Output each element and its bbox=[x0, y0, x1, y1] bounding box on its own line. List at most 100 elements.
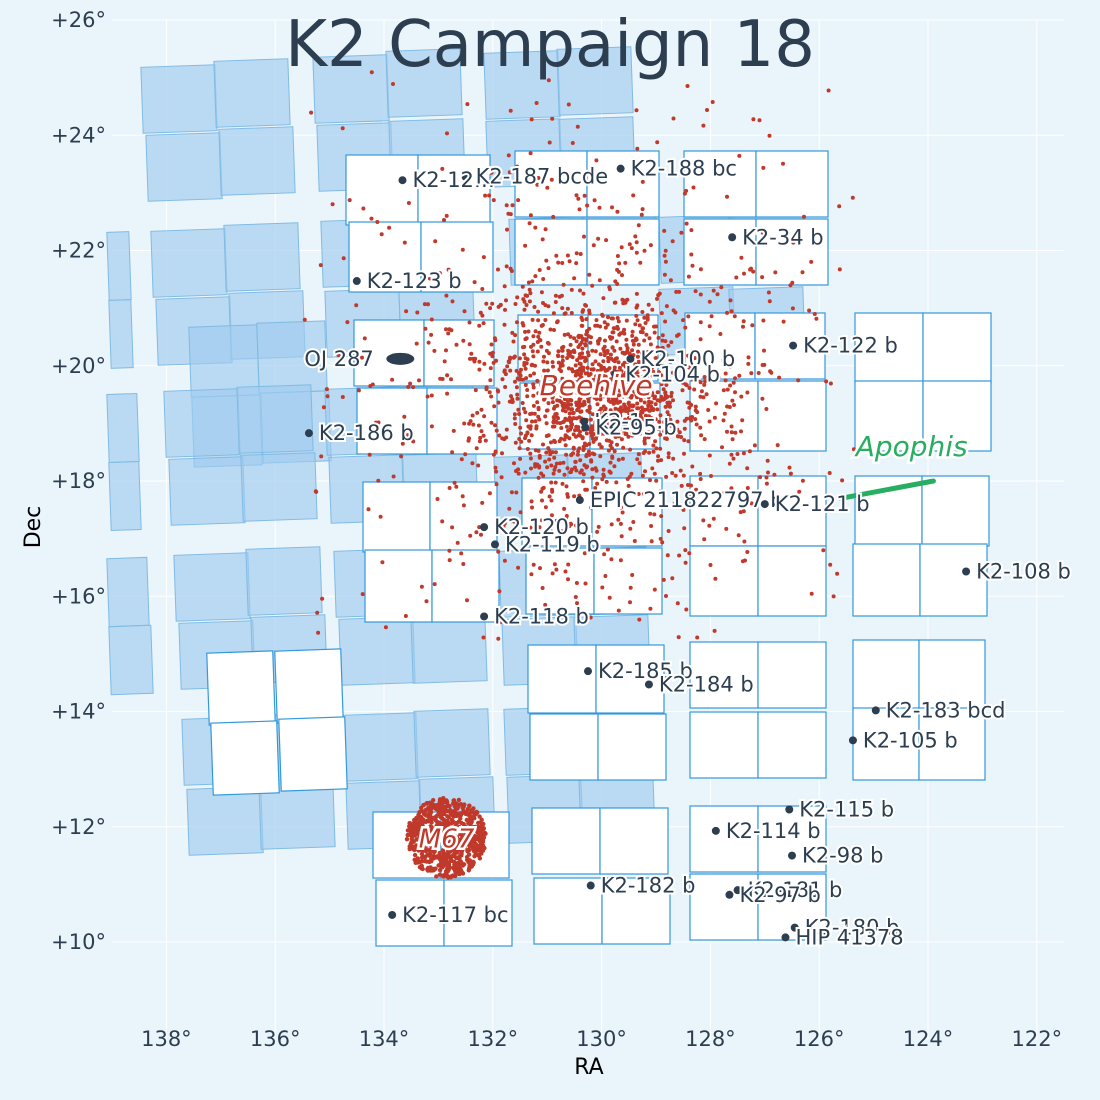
beehive-star bbox=[590, 283, 595, 288]
beehive-star bbox=[512, 519, 517, 524]
m67-star bbox=[465, 807, 470, 812]
beehive-star bbox=[597, 205, 602, 210]
ccd-channel bbox=[429, 481, 498, 553]
beehive-star bbox=[597, 370, 602, 375]
m67-star bbox=[467, 830, 472, 835]
beehive-star bbox=[580, 403, 585, 408]
planet-marker bbox=[790, 923, 799, 932]
beehive-star bbox=[624, 343, 629, 348]
beehive-star bbox=[698, 320, 703, 325]
beehive-star bbox=[636, 223, 641, 228]
m67-star bbox=[456, 797, 462, 803]
beehive-star bbox=[445, 131, 449, 136]
beehive-star bbox=[610, 446, 614, 451]
beehive-star bbox=[671, 398, 675, 403]
beehive-star bbox=[704, 392, 709, 397]
m67-star bbox=[412, 852, 418, 858]
m67-star bbox=[440, 855, 445, 860]
beehive-star bbox=[513, 302, 518, 306]
beehive-star bbox=[655, 140, 660, 145]
beehive-star bbox=[555, 319, 560, 324]
beehive-star bbox=[569, 402, 573, 407]
beehive-star bbox=[595, 402, 600, 407]
beehive-star bbox=[511, 339, 516, 344]
beehive-star bbox=[524, 336, 529, 341]
ccd-channel bbox=[514, 150, 588, 218]
beehive-star bbox=[480, 287, 485, 291]
beehive-star bbox=[598, 454, 603, 459]
beehive-star bbox=[581, 382, 586, 387]
beehive-star bbox=[684, 221, 689, 226]
beehive-star bbox=[574, 468, 579, 473]
beehive-star bbox=[511, 355, 516, 360]
m67-star bbox=[408, 830, 413, 835]
beehive-star bbox=[702, 375, 707, 379]
ccd-channel bbox=[757, 641, 827, 709]
ghost-field bbox=[188, 324, 260, 398]
beehive-star bbox=[560, 348, 565, 353]
beehive-star bbox=[619, 245, 624, 250]
beehive-star bbox=[620, 273, 624, 278]
beehive-star bbox=[459, 457, 464, 462]
beehive-star bbox=[405, 433, 410, 438]
beehive-star bbox=[673, 473, 678, 478]
beehive-star bbox=[454, 484, 459, 489]
beehive-star bbox=[461, 503, 466, 508]
beehive-star bbox=[625, 378, 630, 383]
beehive-star bbox=[546, 304, 551, 309]
beehive-star bbox=[399, 454, 404, 459]
beehive-star bbox=[576, 379, 581, 384]
beehive-star bbox=[380, 560, 385, 565]
beehive-star bbox=[527, 287, 532, 292]
x-tick-label: 124° bbox=[903, 1027, 954, 1051]
beehive-star bbox=[460, 247, 465, 252]
beehive-star bbox=[569, 470, 573, 474]
beehive-star bbox=[490, 301, 495, 306]
planet-label: K2-1… bbox=[594, 410, 663, 434]
m67-star bbox=[421, 842, 426, 847]
beehive-star bbox=[672, 426, 676, 431]
ccd-channel bbox=[599, 807, 669, 875]
apophis-path bbox=[838, 478, 936, 501]
beehive-star bbox=[732, 314, 737, 319]
beehive-star bbox=[601, 404, 606, 409]
beehive-star bbox=[550, 489, 555, 494]
beehive-star bbox=[575, 124, 580, 129]
m67-star bbox=[419, 848, 425, 853]
m67-star bbox=[454, 829, 459, 834]
beehive-star bbox=[614, 356, 619, 361]
beehive-star bbox=[652, 471, 657, 476]
beehive-star bbox=[586, 396, 590, 400]
beehive-star bbox=[376, 478, 381, 483]
beehive-star bbox=[489, 420, 494, 425]
beehive-star bbox=[650, 466, 655, 471]
beehive-star bbox=[514, 385, 519, 390]
beehive-star bbox=[542, 368, 547, 373]
beehive-star bbox=[610, 455, 615, 460]
planet-marker bbox=[584, 667, 592, 676]
beehive-star bbox=[670, 471, 675, 475]
ghost-field bbox=[186, 786, 264, 856]
beehive-star bbox=[517, 412, 522, 416]
beehive-star bbox=[662, 429, 667, 434]
planet-marker bbox=[388, 910, 397, 919]
x-tick-label: 134° bbox=[359, 1027, 410, 1051]
beehive-star bbox=[512, 416, 517, 421]
beehive-star bbox=[529, 466, 533, 471]
ccd-channel bbox=[527, 644, 597, 714]
beehive-star bbox=[657, 426, 662, 431]
beehive-star bbox=[445, 373, 450, 378]
m67-star bbox=[428, 810, 434, 815]
beehive-star bbox=[659, 373, 663, 378]
beehive-star bbox=[523, 293, 528, 298]
beehive-star bbox=[800, 270, 805, 275]
beehive-star bbox=[584, 431, 589, 436]
beehive-star bbox=[539, 383, 544, 388]
beehive-star bbox=[668, 378, 673, 383]
beehive-star bbox=[620, 392, 625, 397]
beehive-star bbox=[432, 582, 437, 587]
beehive-star bbox=[725, 429, 729, 434]
beehive-star bbox=[590, 392, 595, 397]
beehive-star bbox=[533, 419, 538, 424]
